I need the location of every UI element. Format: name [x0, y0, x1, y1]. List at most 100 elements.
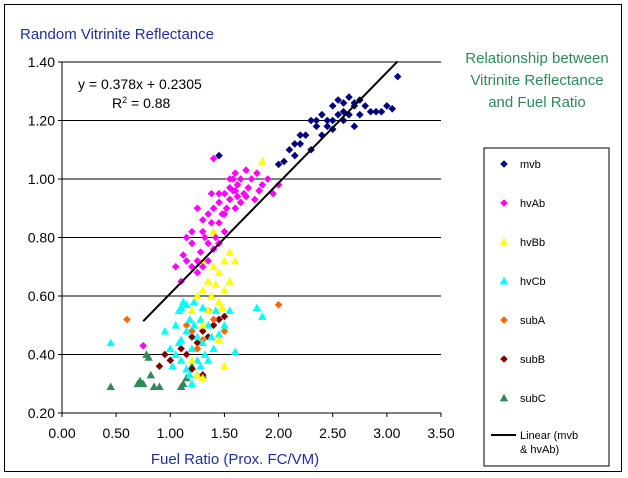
legend-label-hvBb: hvBb — [520, 237, 545, 249]
mvb-point-29 — [393, 72, 402, 81]
hvAb-point-4 — [188, 262, 196, 271]
mvb-point-21 — [350, 122, 359, 131]
hvAb-point-17 — [211, 233, 220, 242]
r-squared-superscript: 2 — [122, 95, 127, 105]
hvAb-point-50 — [220, 210, 229, 218]
hvCb-point-15 — [193, 332, 202, 341]
legend-marker-subC — [499, 393, 509, 402]
hvAb-point-49 — [207, 189, 216, 198]
legend-label-subA: subA — [520, 315, 546, 327]
legend-marker-mvb — [500, 160, 508, 168]
hvBb-point-8 — [214, 297, 224, 306]
series-hvBb — [187, 157, 267, 382]
hvBb-point-2 — [193, 291, 202, 300]
hvAb-point-12 — [204, 239, 212, 248]
subC-point-7 — [155, 382, 164, 391]
hvCb-point-24 — [211, 306, 220, 314]
subC-point-14 — [179, 379, 188, 388]
mvb-point-9 — [312, 122, 321, 131]
subB-point-5 — [188, 333, 196, 341]
mvb-point-2 — [280, 157, 288, 166]
hvBb-point-11 — [225, 247, 235, 256]
mvb-point-30 — [334, 96, 342, 104]
hvCb-point-25 — [214, 329, 224, 338]
hvAb-point-30 — [236, 175, 245, 183]
hvAb-point-14 — [207, 219, 216, 227]
hvCb-point-30 — [258, 312, 267, 320]
hvCb-point-23 — [209, 344, 218, 353]
legend-marker-subB — [500, 355, 508, 363]
hvAb-point-25 — [226, 195, 234, 204]
mvb-point-23 — [361, 102, 369, 110]
hvAb-point-21 — [220, 189, 229, 198]
side-title: Relationship between Vitrinite Reflectan… — [465, 50, 608, 111]
side-title-line-1: Relationship between — [465, 50, 608, 67]
hvAb-point-34 — [247, 175, 256, 183]
hvBb-point-6 — [209, 262, 218, 271]
mvb-point-17 — [339, 99, 348, 107]
mvb-point-25 — [372, 107, 380, 116]
y-tick-label-2: 0.60 — [28, 288, 55, 304]
hvCb-point-38 — [189, 321, 199, 329]
hvAb-point-46 — [204, 257, 212, 265]
hvBb-point-13 — [231, 256, 240, 265]
hvAb-point-27 — [231, 204, 240, 213]
trendline — [142, 60, 399, 322]
subB-point-3 — [177, 344, 185, 353]
y-tick-label-5: 1.20 — [28, 113, 55, 129]
hvCb-point-32 — [182, 300, 191, 309]
subA-point-0 — [123, 315, 131, 324]
hvAb-point-0 — [171, 262, 180, 271]
hvAb-point-58 — [233, 192, 242, 201]
hvAb-point-29 — [233, 181, 242, 189]
hvCb-point-28 — [231, 347, 240, 355]
mvb-point-11 — [318, 110, 326, 119]
gridlines — [62, 61, 441, 414]
series-hvAb — [139, 154, 283, 350]
data-points — [106, 72, 402, 391]
subA-point-5 — [209, 315, 218, 324]
y-tick-label-6: 1.40 — [28, 54, 55, 70]
hvCb-point-16 — [193, 356, 202, 364]
hvCb-point-31 — [176, 303, 186, 312]
hvAb-point-6 — [193, 257, 202, 265]
hvAb-point-18 — [215, 219, 223, 227]
hvCb-point-36 — [203, 356, 213, 364]
y-tick-label-4: 1.00 — [28, 171, 55, 187]
subC-point-13 — [144, 353, 153, 361]
hvBb-point-14 — [203, 306, 213, 314]
series-mvb — [215, 72, 402, 169]
mvb-point-27 — [383, 102, 391, 110]
hvAb-point-37 — [255, 186, 263, 195]
trendline-line — [142, 60, 399, 322]
axes — [58, 61, 442, 417]
subB-point-1 — [161, 350, 169, 359]
y-tick-label-0: 0.20 — [28, 405, 55, 421]
subB-point-4 — [182, 350, 191, 359]
hvCb-point-11 — [185, 315, 194, 323]
x-tick-label-1: 0.50 — [103, 425, 130, 441]
subA-point-1 — [274, 300, 283, 309]
chart-frame — [4, 4, 622, 472]
y-tick-labels: 0.20 0.40 0.60 0.80 1.00 1.20 1.40 — [28, 54, 55, 421]
hvAb-point-35 — [250, 195, 259, 204]
hvCb-point-33 — [168, 362, 177, 370]
hvCb-point-1 — [160, 326, 170, 335]
subC-point-0 — [106, 382, 115, 391]
hvAb-point-10 — [198, 262, 207, 271]
hvCb-point-20 — [200, 350, 210, 358]
hvBb-point-5 — [207, 291, 216, 300]
hvAb-point-3 — [182, 233, 191, 242]
hvBb-point-20 — [214, 335, 224, 344]
mvb-point-28 — [388, 105, 397, 113]
hvAb-point-44 — [215, 189, 223, 198]
hvCb-point-26 — [220, 321, 229, 329]
hvAb-point-23 — [222, 204, 231, 213]
hvAb-point-11 — [201, 233, 209, 242]
hvBb-point-12 — [225, 277, 235, 285]
r-squared-prefix: R — [112, 95, 122, 111]
hvCb-point-17 — [196, 315, 205, 323]
hvBb-point-23 — [211, 280, 220, 288]
hvAb-point-13 — [204, 210, 212, 218]
subA-point-4 — [193, 344, 202, 353]
